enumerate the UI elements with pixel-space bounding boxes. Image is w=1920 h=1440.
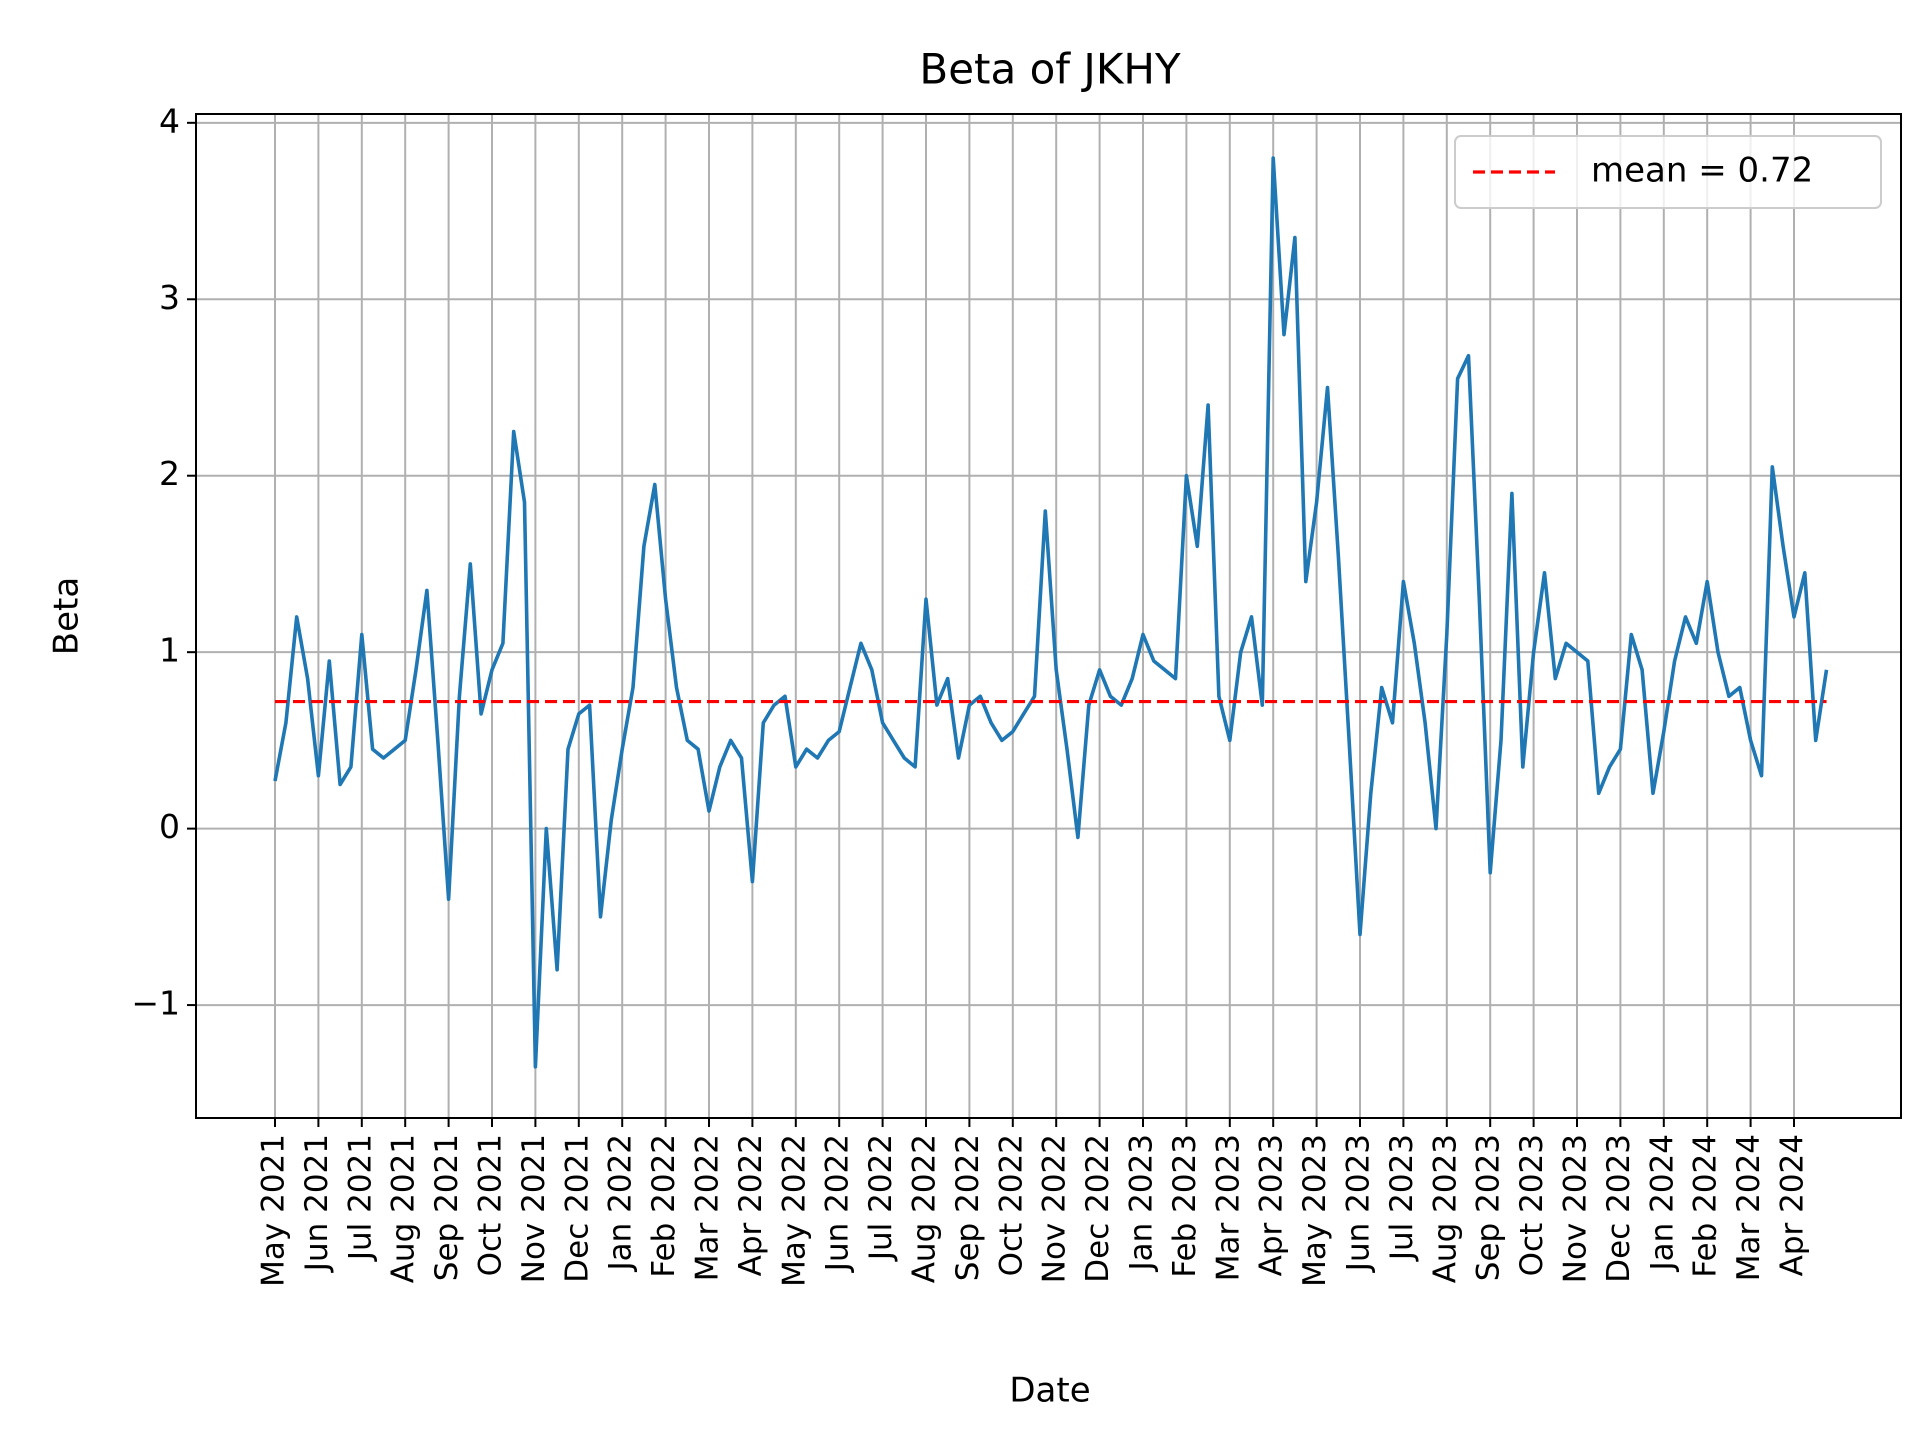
- x-tick-label: Jan 2022: [603, 1134, 639, 1273]
- x-tick-label: Apr 2022: [733, 1134, 769, 1276]
- x-axis-label: Date: [1009, 1371, 1090, 1411]
- x-tick-label: Jul 2022: [863, 1134, 899, 1262]
- x-tick-label: Dec 2023: [1601, 1134, 1637, 1283]
- x-tick-label: Apr 2023: [1254, 1134, 1290, 1276]
- y-tick-label: 0: [159, 807, 180, 846]
- x-tick-label: May 2022: [776, 1134, 812, 1287]
- x-tick-label: Feb 2022: [646, 1134, 682, 1278]
- x-tick-label: Oct 2023: [1514, 1134, 1550, 1276]
- x-tick-label: Sep 2022: [950, 1134, 986, 1281]
- x-tick-label: Sep 2021: [429, 1134, 465, 1281]
- y-tick-label: −1: [131, 984, 180, 1023]
- x-tick-label: Nov 2021: [516, 1134, 552, 1283]
- x-tick-label: Jun 2022: [820, 1134, 856, 1273]
- x-tick-label: Oct 2022: [993, 1134, 1029, 1276]
- x-tick-label: Aug 2023: [1427, 1134, 1463, 1283]
- x-tick-label: Jan 2024: [1644, 1134, 1680, 1273]
- x-tick-label: Jul 2021: [342, 1134, 378, 1262]
- legend-label: mean = 0.72: [1591, 151, 1813, 191]
- x-tick-label: Aug 2021: [386, 1134, 422, 1283]
- grid: [196, 114, 1901, 1118]
- x-tick-label: Oct 2021: [473, 1134, 509, 1276]
- x-tick-label: May 2023: [1297, 1134, 1333, 1287]
- x-tick-label: Mar 2022: [690, 1134, 726, 1281]
- x-tick-label: Nov 2023: [1558, 1134, 1594, 1283]
- x-tick-label: Mar 2023: [1210, 1134, 1246, 1281]
- x-tick-label: Mar 2024: [1731, 1134, 1767, 1281]
- x-tick-label: Nov 2022: [1037, 1134, 1073, 1283]
- y-axis-label: Beta: [47, 577, 87, 655]
- x-tick-label: Apr 2024: [1775, 1134, 1811, 1276]
- x-tick-label: Feb 2023: [1167, 1134, 1203, 1278]
- data-line: [273, 156, 1829, 1069]
- x-tick-label: May 2021: [256, 1134, 292, 1287]
- x-tick-label: Jun 2021: [299, 1134, 335, 1273]
- x-tick-label: Sep 2023: [1471, 1134, 1507, 1281]
- x-tick-label: Jan 2023: [1124, 1134, 1160, 1273]
- plot-frame: [195, 113, 1902, 1119]
- legend-box: [1454, 135, 1882, 209]
- x-tick-label: Jul 2023: [1384, 1134, 1420, 1262]
- y-tick-label: 2: [159, 454, 180, 493]
- y-tick-label: 4: [159, 101, 180, 140]
- y-tick-label: 1: [159, 631, 180, 670]
- x-tick-label: Jun 2023: [1341, 1134, 1377, 1273]
- x-tick-label: Feb 2024: [1688, 1134, 1724, 1278]
- y-tick-label: 3: [159, 278, 180, 317]
- x-tick-label: Dec 2022: [1080, 1134, 1116, 1283]
- chart-title: Beta of JKHY: [919, 45, 1181, 94]
- x-tick-label: Aug 2022: [907, 1134, 943, 1283]
- x-tick-label: Dec 2021: [559, 1134, 595, 1283]
